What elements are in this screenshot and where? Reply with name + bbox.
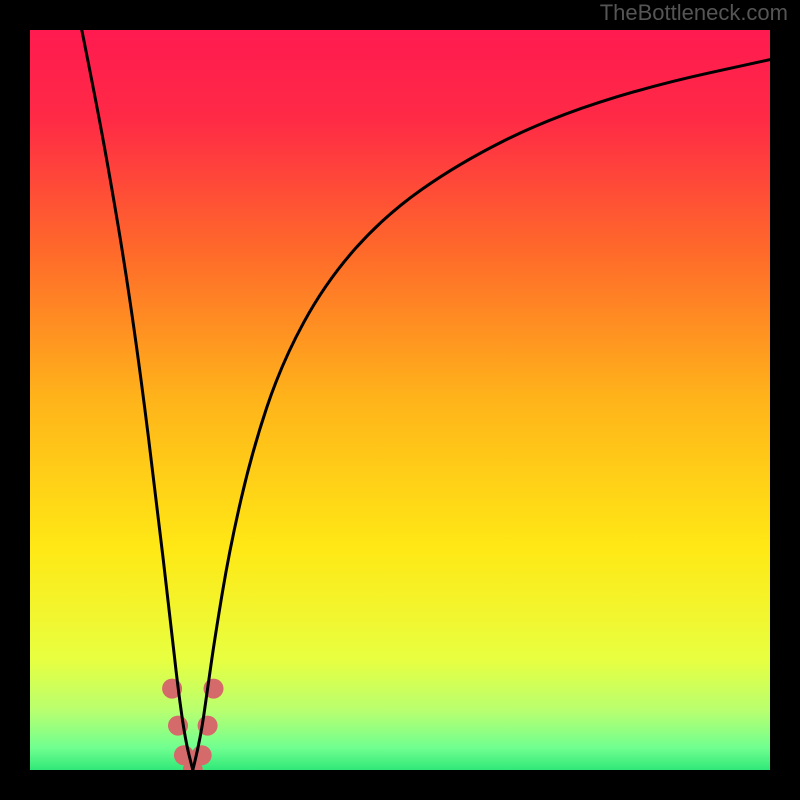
watermark-label: TheBottleneck.com [600, 0, 788, 26]
chart-svg [0, 0, 800, 800]
chart-image: TheBottleneck.com [0, 0, 800, 800]
chart-background [30, 30, 770, 770]
